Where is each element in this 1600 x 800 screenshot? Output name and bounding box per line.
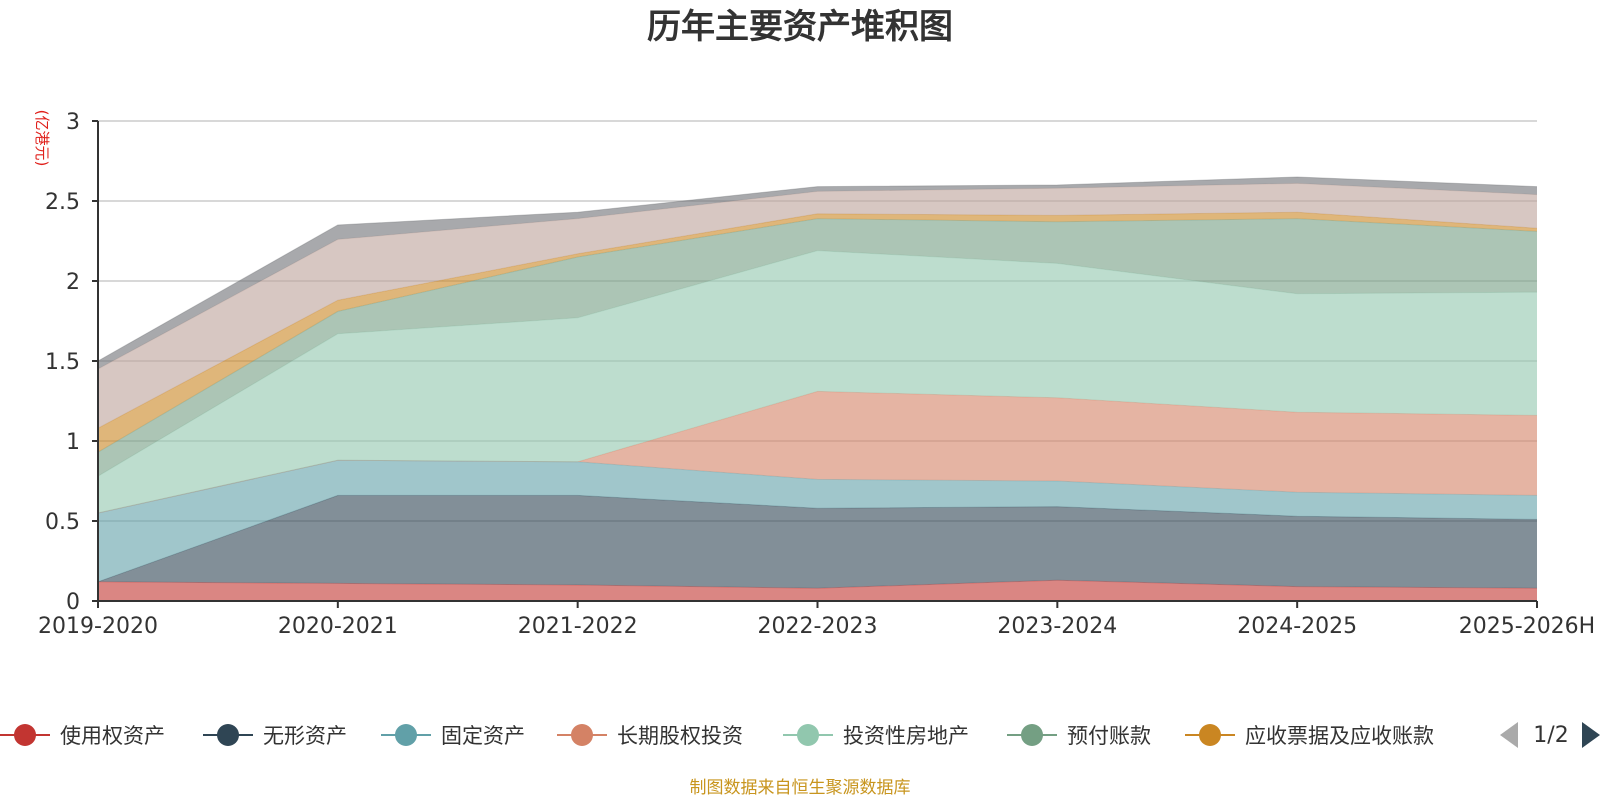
area-series-1 bbox=[98, 495, 1537, 589]
legend-label: 预付账款 bbox=[1067, 724, 1151, 748]
y-tick-label: 2 bbox=[66, 270, 80, 295]
legend-label: 长期股权投资 bbox=[617, 724, 743, 748]
stacked-areas bbox=[97, 176, 1538, 601]
area-series-3 bbox=[98, 391, 1537, 513]
area-series-8-line bbox=[97, 176, 1538, 362]
legend-marker-icon bbox=[14, 724, 36, 746]
area-series-8 bbox=[98, 177, 1537, 369]
area-series-5 bbox=[98, 218, 1537, 477]
area-series-7 bbox=[98, 183, 1537, 429]
legend-label: 固定资产 bbox=[441, 724, 525, 748]
area-series-4 bbox=[98, 250, 1537, 513]
legend-marker-icon bbox=[571, 724, 593, 746]
legend[interactable]: 使用权资产 无形资产 固定资产 长期股权投资 投资性房地产 预付账款 应收票据及应收账款 bbox=[0, 724, 1434, 748]
x-tick-label: 2023-2024 bbox=[997, 614, 1117, 639]
legend-marker-icon bbox=[797, 724, 819, 746]
x-tick-label: 2024-2025 bbox=[1237, 614, 1357, 639]
legend-item-0[interactable]: 使用权资产 bbox=[0, 724, 165, 748]
y-tick-label: 1.5 bbox=[45, 350, 80, 375]
legend-marker-icon bbox=[395, 724, 417, 746]
chart-title: 历年主要资产堆积图 bbox=[647, 7, 953, 47]
legend-item-5[interactable]: 预付账款 bbox=[1007, 724, 1151, 748]
y-tick-label: 0 bbox=[66, 590, 80, 615]
legend-pager[interactable]: 1/2 bbox=[1500, 722, 1600, 748]
x-tick-label: 2019-2020 bbox=[38, 614, 158, 639]
legend-item-4[interactable]: 投资性房地产 bbox=[783, 724, 969, 748]
y-tick-label: 0.5 bbox=[45, 510, 80, 535]
legend-label: 使用权资产 bbox=[60, 724, 165, 748]
legend-item-3[interactable]: 长期股权投资 bbox=[557, 724, 743, 748]
y-tick-label: 2.5 bbox=[45, 190, 80, 215]
legend-marker-icon bbox=[217, 724, 239, 746]
legend-item-1[interactable]: 无形资产 bbox=[203, 724, 347, 748]
legend-label: 投资性房地产 bbox=[843, 724, 969, 748]
legend-label: 应收票据及应收账款 bbox=[1245, 724, 1434, 748]
x-tick-label: 2021-2022 bbox=[518, 614, 638, 639]
legend-item-2[interactable]: 固定资产 bbox=[381, 724, 525, 748]
axes bbox=[92, 120, 1538, 608]
x-axis-tick-labels: 2019-2020 2020-2021 2021-2022 2022-2023 2023… bbox=[38, 614, 1595, 639]
y-axis-tick-labels: 0 0.5 1 1.5 2 2.5 3 bbox=[45, 110, 80, 615]
source-note: 制图数据来自恒生聚源数据库 bbox=[690, 778, 911, 798]
pager-prev-icon[interactable] bbox=[1500, 722, 1518, 748]
legend-item-6[interactable]: 应收票据及应收账款 bbox=[1185, 724, 1434, 748]
y-tick-label: 3 bbox=[66, 110, 80, 135]
pager-label: 1/2 bbox=[1533, 723, 1568, 748]
y-tick-label: 1 bbox=[66, 430, 80, 455]
area-series-2 bbox=[98, 460, 1537, 582]
pager-next-icon[interactable] bbox=[1582, 722, 1600, 748]
x-tick-label: 2025-2026H bbox=[1459, 614, 1595, 639]
x-tick-label: 2022-2023 bbox=[758, 614, 878, 639]
legend-marker-icon bbox=[1021, 724, 1043, 746]
legend-label: 无形资产 bbox=[263, 724, 347, 748]
x-tick-label: 2020-2021 bbox=[278, 614, 398, 639]
area-series-0 bbox=[98, 580, 1537, 601]
y-axis-unit-label: (亿港元) bbox=[33, 110, 51, 167]
legend-marker-icon bbox=[1199, 724, 1221, 746]
